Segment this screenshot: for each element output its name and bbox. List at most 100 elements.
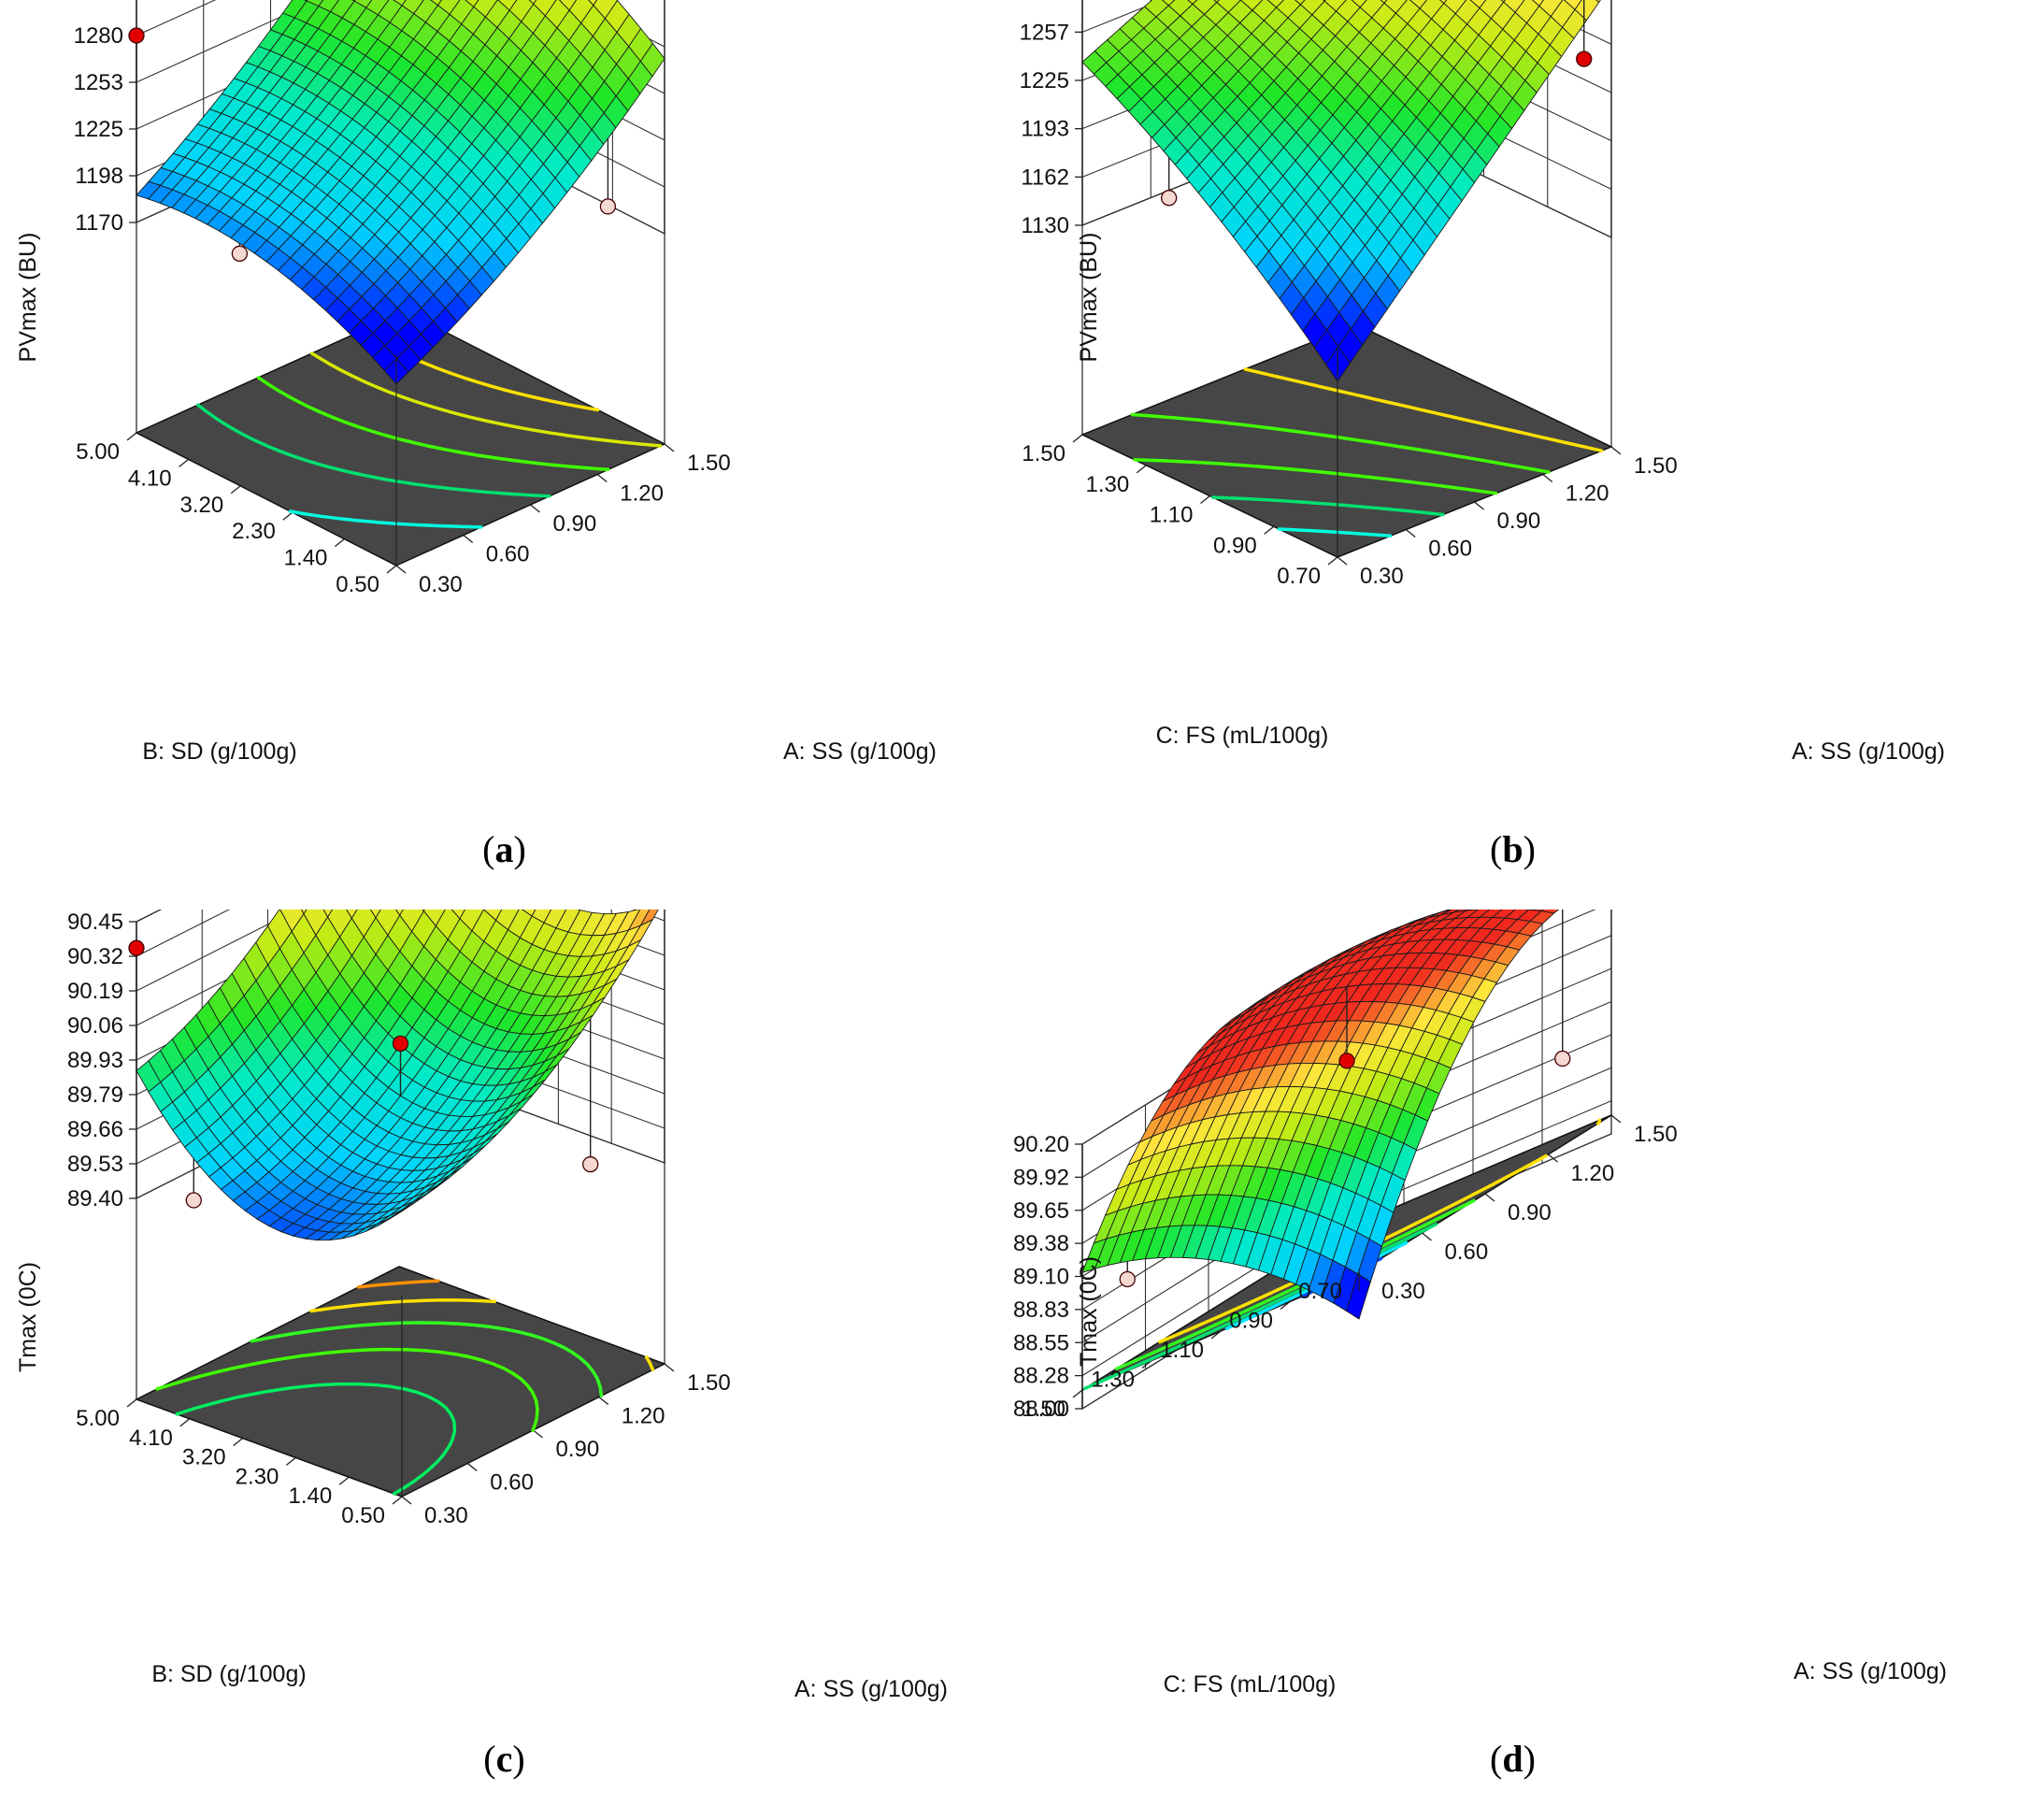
contour-line xyxy=(288,509,483,529)
z-tick-label: 1280 xyxy=(74,23,123,49)
surface-cell xyxy=(587,0,598,7)
y-tick-label: 1.50 xyxy=(1022,1397,1066,1422)
y-tick-label: 5.00 xyxy=(76,1406,120,1431)
contour-line xyxy=(356,1279,440,1289)
x-tick-label: 0.30 xyxy=(1381,1279,1425,1304)
y-axis-label: B: SD (g/100g) xyxy=(151,1661,306,1687)
surface-cell xyxy=(394,910,404,917)
y-tick-label: 1.30 xyxy=(1091,1368,1135,1393)
z-tick-label: 89.65 xyxy=(1013,1198,1069,1224)
z-tick-label: 89.93 xyxy=(67,1048,123,1073)
y-tick-label: 1.30 xyxy=(1086,472,1130,497)
design-point-above xyxy=(392,1035,409,1053)
surface-cell xyxy=(346,910,358,920)
z-axis-label: Tmax (0C) xyxy=(15,1262,41,1372)
y-tick-label: 4.10 xyxy=(129,1426,173,1451)
y-tick-label: 0.90 xyxy=(1229,1309,1273,1334)
z-tick-label: 1193 xyxy=(1021,117,1069,142)
x-tick-label: 1.50 xyxy=(1634,453,1678,479)
z-tick-label: 1257 xyxy=(1020,20,1069,45)
y-axis-label: C: FS (mL/100g) xyxy=(1164,1671,1337,1698)
contour-line xyxy=(1210,495,1445,517)
x-tick-label: 0.90 xyxy=(556,1437,600,1462)
x-tick-label: 0.60 xyxy=(490,1470,534,1496)
contour-line xyxy=(250,1321,604,1397)
x-tick-label: 0.90 xyxy=(553,511,597,537)
panel-c: Tmax (0C) A: SS (g/100g) B: SD (g/100g) … xyxy=(0,910,1008,1819)
z-tick-label: 90.32 xyxy=(67,944,123,969)
z-axis-label: PVmax (BU) xyxy=(1076,233,1102,363)
z-tick-label: 1170 xyxy=(75,210,123,236)
z-tick-label: 89.53 xyxy=(67,1152,123,1177)
x-tick-label: 1.20 xyxy=(1566,481,1609,507)
z-tick-label: 88.55 xyxy=(1013,1330,1069,1355)
x-tick-label: 0.30 xyxy=(1360,564,1404,589)
z-tick-label: 1225 xyxy=(1020,68,1069,93)
y-tick-label: 1.50 xyxy=(1022,441,1066,466)
surface-cell xyxy=(528,0,537,5)
chart-a: PVmax (BU) A: SS (g/100g) B: SD (g/100g)… xyxy=(15,0,937,765)
z-tick-label: 90.20 xyxy=(1013,1132,1069,1157)
x-tick-label: 0.60 xyxy=(1428,537,1472,562)
y-tick-label: 0.50 xyxy=(341,1503,385,1528)
x-axis-label: A: SS (g/100g) xyxy=(1794,1658,1947,1684)
z-axis-label: Tmax (0C) xyxy=(1076,1256,1102,1367)
design-point-below xyxy=(599,198,617,215)
design-point-above xyxy=(128,939,145,956)
y-axis-label: C: FS (mL/100g) xyxy=(1156,723,1329,749)
x-tick-label: 0.60 xyxy=(1445,1240,1489,1265)
design-point-above xyxy=(1338,1053,1355,1069)
contour-line xyxy=(175,1382,457,1496)
z-tick-label: 1308 xyxy=(74,0,123,2)
caption-c: (c) xyxy=(483,1738,525,1780)
contour-line xyxy=(1133,458,1498,495)
surface-cell xyxy=(430,0,442,7)
contour-line xyxy=(309,351,663,448)
z-tick-label: 89.79 xyxy=(67,1082,123,1108)
x-tick-label: 1.20 xyxy=(620,481,664,507)
contour-line xyxy=(1243,367,1604,452)
x-axis-label: A: SS (g/100g) xyxy=(1792,738,1945,765)
caption-a: (a) xyxy=(482,828,526,870)
z-tick-label: 89.10 xyxy=(1013,1265,1069,1290)
y-tick-label: 2.30 xyxy=(232,519,276,544)
x-tick-label: 1.20 xyxy=(1571,1161,1615,1186)
surface-cell xyxy=(1295,0,1306,6)
contour-line xyxy=(256,376,610,472)
x-tick-label: 1.50 xyxy=(687,1370,731,1396)
x-tick-label: 0.60 xyxy=(486,542,530,567)
z-tick-label: 1225 xyxy=(74,117,123,142)
x-tick-label: 1.50 xyxy=(1634,1122,1678,1147)
x-tick-label: 1.20 xyxy=(622,1404,665,1429)
z-tick-label: 1253 xyxy=(74,70,123,95)
y-tick-label: 0.70 xyxy=(1277,564,1321,589)
surface-cell xyxy=(1531,0,1545,7)
y-axis-label: B: SD (g/100g) xyxy=(142,738,296,765)
x-axis-label: A: SS (g/100g) xyxy=(794,1676,948,1702)
y-tick-label: 1.10 xyxy=(1160,1338,1204,1363)
z-tick-label: 89.38 xyxy=(1013,1231,1069,1256)
surface-cell xyxy=(1380,0,1388,4)
design-point-above xyxy=(128,27,145,44)
z-tick-label: 88.00 xyxy=(1013,1397,1069,1422)
panel-a: PVmax (BU) A: SS (g/100g) B: SD (g/100g)… xyxy=(0,0,1008,910)
z-axis-label: PVmax (BU) xyxy=(15,233,41,363)
contour-line xyxy=(1277,527,1393,537)
x-axis-label: A: SS (g/100g) xyxy=(783,738,937,765)
y-tick-label: 3.20 xyxy=(179,493,223,518)
contour-line xyxy=(309,1298,655,1372)
surface-cell xyxy=(1187,0,1198,6)
y-tick-label: 1.40 xyxy=(288,1483,332,1509)
contour-line xyxy=(155,1347,539,1432)
floor-plane xyxy=(135,1266,666,1498)
x-tick-label: 0.90 xyxy=(1497,509,1541,534)
surface-cell xyxy=(1161,0,1176,7)
z-tick-label: 89.92 xyxy=(1013,1165,1069,1190)
surface-cell xyxy=(369,910,381,919)
design-point-above xyxy=(1576,50,1593,67)
y-tick-label: 1.10 xyxy=(1150,503,1194,528)
y-tick-label: 4.10 xyxy=(128,466,172,491)
caption-d: (d) xyxy=(1490,1738,1536,1780)
y-tick-label: 5.00 xyxy=(76,439,120,465)
z-tick-label: 90.19 xyxy=(67,979,123,1004)
